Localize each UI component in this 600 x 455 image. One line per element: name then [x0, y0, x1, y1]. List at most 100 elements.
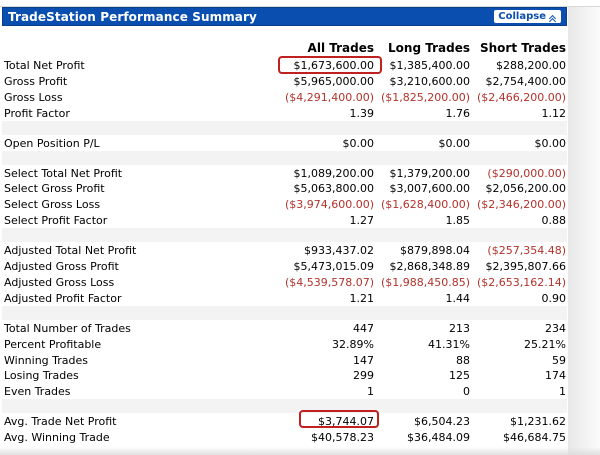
title-bar: TradeStation Performance Summary Collaps… [2, 7, 567, 26]
table-row: Select Profit Factor 1.27 1.85 0.88 [2, 213, 567, 229]
long-trades-value: ($1,825,200.00) [380, 90, 470, 104]
short-trades-value: 1.12 [541, 106, 567, 120]
row-label: Select Gross Profit [4, 182, 105, 196]
row-label: Adjusted Gross Profit [4, 260, 119, 273]
long-trades-value: $2,868,348.89 [389, 260, 470, 273]
long-trades-value: $3,210,600.00 [389, 74, 470, 88]
highlight-avg-trade-net-profit [299, 410, 379, 428]
row-label: Gross Loss [4, 90, 63, 104]
all-trades-value: $5,063,800.00 [293, 182, 374, 196]
collapse-label: Collapse [498, 11, 546, 22]
column-header-short-trades: Short Trades [479, 41, 566, 55]
table-row: Total Number of Trades 447 213 234 [2, 321, 567, 337]
row-label: Losing Trades [4, 369, 79, 383]
all-trades-value: $5,965,000.00 [293, 74, 374, 88]
long-trades-value: $3,007,600.00 [389, 182, 470, 196]
long-trades-value: 0 [463, 385, 470, 399]
row-label: Adjusted Total Net Profit [4, 244, 137, 258]
short-trades-value: 234 [545, 321, 566, 335]
table-row: Open Position P/L $0.00 $0.00 $0.00 [2, 136, 567, 152]
section-separator [2, 399, 567, 414]
row-label: Avg. Winning Trade [4, 431, 110, 445]
table-row: Select Gross Loss ($3,974,600.00) ($1,628,… [2, 197, 567, 213]
all-trades-value: $1,673,600.00 [293, 59, 374, 72]
long-trades-value: $0.00 [438, 136, 471, 150]
short-trades-value: 59 [552, 353, 566, 367]
table-row: Gross Loss ($4,291,400.00) ($1,825,200.00)… [2, 90, 567, 106]
table-row: Profit Factor 1.39 1.76 1.12 [2, 106, 567, 122]
all-trades-value: $0.00 [342, 136, 375, 150]
short-trades-value: $2,056,200.00 [485, 182, 566, 196]
short-trades-value: $0.00 [534, 136, 567, 150]
short-trades-value: $1,231.62 [510, 415, 566, 429]
all-trades-value: 1.27 [349, 214, 375, 228]
long-trades-value: 1.76 [445, 106, 471, 120]
all-trades-value: 1.21 [349, 291, 375, 305]
long-trades-value: $36,484.09 [407, 431, 470, 445]
long-trades-value: ($1,988,450.85) [380, 275, 470, 289]
table-row: Adjusted Total Net Profit $933,437.02 $879… [2, 243, 567, 259]
all-trades-value: 447 [353, 321, 374, 335]
window-shadow [568, 7, 600, 455]
short-trades-value: ($2,346,200.00) [476, 198, 566, 212]
row-label: Select Gross Loss [4, 198, 101, 212]
row-label: Total Number of Trades [4, 321, 131, 335]
all-trades-value: ($3,974,600.00) [284, 198, 374, 212]
top-edge [0, 0, 600, 7]
all-trades-value: $5,473,015.09 [293, 260, 374, 273]
table-row: Percent Profitable 32.89% 41.31% 25.21% [2, 337, 567, 353]
panel-title: TradeStation Performance Summary [8, 10, 257, 24]
all-trades-value: 299 [353, 369, 374, 383]
long-trades-value: $1,385,400.00 [389, 59, 470, 72]
all-trades-value: ($4,291,400.00) [284, 90, 374, 104]
all-trades-value: 1.39 [349, 106, 375, 120]
column-header-all-trades: All Trades [307, 41, 374, 55]
row-label: Even Trades [4, 385, 71, 399]
bottom-fade [0, 447, 600, 455]
table-row: Avg. Winning Trade $40,578.23 $36,484.09 $4… [2, 430, 567, 446]
short-trades-value: ($257,354.48) [487, 244, 566, 258]
row-label: Gross Profit [4, 74, 68, 88]
long-trades-value: 125 [449, 369, 470, 383]
highlight-total-net-profit [278, 56, 382, 74]
short-trades-value: ($2,653,162.14) [476, 275, 566, 289]
short-trades-value: 25.21% [524, 337, 566, 351]
table-row: Total Net Profit $1,673,600.00 $1,385,400.… [2, 58, 567, 74]
short-trades-value: $2,754,400.00 [485, 74, 566, 88]
short-trades-value: $288,200.00 [496, 59, 566, 72]
section-separator [2, 228, 567, 243]
long-trades-value: $6,504.23 [414, 415, 470, 429]
all-trades-value: $3,744.07 [318, 415, 374, 429]
row-label: Open Position P/L [4, 136, 100, 150]
table-row: Avg. Trade Net Profit $3,744.07 $6,504.23 $… [2, 414, 567, 430]
chevron-up-icon [549, 13, 557, 21]
row-label: Winning Trades [4, 353, 88, 367]
short-trades-value: 0.88 [541, 214, 567, 228]
row-label: Percent Profitable [4, 337, 102, 351]
long-trades-value: ($1,628,400.00) [380, 198, 470, 212]
long-trades-value: 1.85 [445, 214, 471, 228]
table-row: Gross Profit $5,965,000.00 $3,210,600.00 $2… [2, 74, 567, 90]
row-label: Total Net Profit [4, 59, 85, 72]
short-trades-value: $2,395,807.66 [485, 260, 566, 273]
all-trades-value: $933,437.02 [304, 244, 374, 258]
long-trades-value: 88 [456, 353, 470, 367]
long-trades-value: 1.44 [445, 291, 471, 305]
row-label: Adjusted Profit Factor [4, 291, 122, 305]
table-row: Losing Trades 299 125 174 [2, 368, 567, 384]
all-trades-value: $1,089,200.00 [293, 166, 374, 180]
table-row: Select Total Net Profit $1,089,200.00 $1,3… [2, 166, 567, 182]
row-label: Select Profit Factor [4, 214, 108, 228]
section-separator [2, 120, 567, 135]
section-separator [2, 150, 567, 165]
table-row: Winning Trades 147 88 59 [2, 353, 567, 369]
long-trades-value: 41.31% [428, 337, 470, 351]
table-row: Adjusted Gross Profit $5,473,015.09 $2,868… [2, 259, 567, 275]
table-row: Select Gross Profit $5,063,800.00 $3,007,6… [2, 181, 567, 197]
collapse-button[interactable]: Collapse [494, 10, 561, 23]
all-trades-value: 32.89% [332, 337, 374, 351]
short-trades-value: 174 [545, 369, 566, 383]
row-label: Profit Factor [4, 106, 70, 120]
short-trades-value: ($290,000.00) [487, 166, 566, 180]
